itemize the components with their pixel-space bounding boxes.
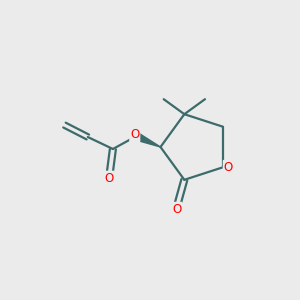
Text: O: O bbox=[224, 161, 233, 174]
Text: O: O bbox=[105, 172, 114, 184]
Text: O: O bbox=[172, 203, 182, 216]
Text: O: O bbox=[130, 128, 140, 141]
Polygon shape bbox=[135, 133, 161, 147]
